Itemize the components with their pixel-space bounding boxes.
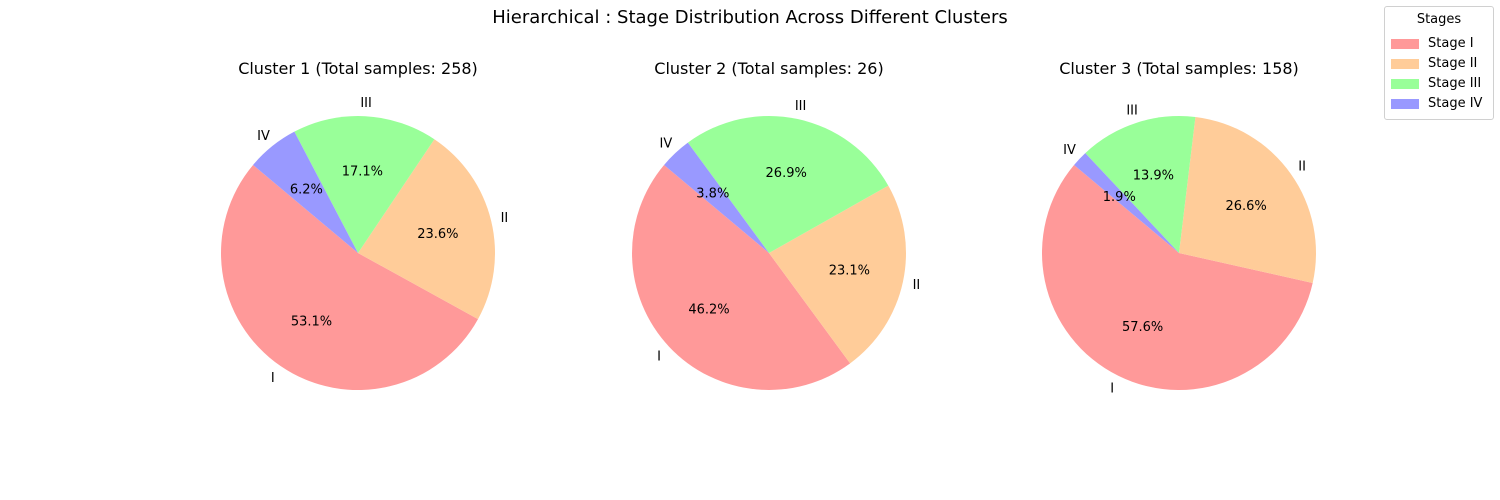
pie-slice-i	[1042, 164, 1313, 390]
pie-slice-ii	[358, 139, 496, 320]
figure-title: Hierarchical : Stage Distribution Across…	[492, 7, 1008, 28]
pie-category-label: IV	[660, 137, 673, 152]
pie-category-label: III	[795, 99, 807, 114]
pie-slice-ii	[1179, 116, 1316, 283]
pie-category-label: I	[271, 371, 275, 386]
pie-percent-label: 23.6%	[417, 227, 458, 242]
pie-percent-label: 17.1%	[342, 164, 383, 179]
pie-category-label: IV	[257, 129, 270, 144]
legend-swatch	[1391, 58, 1419, 69]
pie-chart-2: Cluster 2 (Total samples: 26) 46.2% I 23.1%…	[632, 59, 920, 390]
legend-label: Stage IV	[1428, 96, 1483, 111]
pie-percent-label: 46.2%	[688, 303, 729, 318]
pie-percent-label: 6.2%	[290, 183, 323, 198]
pie-title: Cluster 3 (Total samples: 158)	[1059, 59, 1299, 78]
pie-chart-1: Cluster 1 (Total samples: 258) 53.1% I 23.6…	[221, 59, 508, 390]
pie-percent-label: 53.1%	[291, 314, 332, 329]
pie-percent-label: 13.9%	[1133, 168, 1174, 183]
pie-percent-label: 26.6%	[1225, 199, 1266, 214]
pie-category-label: III	[360, 96, 372, 111]
pie-title: Cluster 1 (Total samples: 258)	[238, 59, 478, 78]
legend-item-stage-iii: Stage III	[1391, 75, 1481, 93]
pie-slice-i	[221, 164, 479, 390]
legend: Stages Stage I Stage II Stage III Stage …	[1384, 6, 1494, 120]
pie-category-label: I	[1110, 382, 1114, 397]
legend-swatch	[1391, 98, 1419, 109]
legend-item-stage-i: Stage I	[1391, 35, 1474, 53]
pie-slice-iii	[687, 116, 889, 253]
pie-slice-iv	[1074, 153, 1179, 253]
pie-category-label: I	[657, 350, 661, 365]
pie-percent-label: 3.8%	[696, 187, 729, 202]
pie-percent-label: 57.6%	[1122, 320, 1163, 335]
legend-swatch	[1391, 38, 1419, 49]
legend-label: Stage III	[1428, 76, 1482, 91]
pie-slice-iv	[664, 142, 769, 253]
legend-swatch	[1391, 78, 1419, 89]
legend-label: Stage II	[1428, 56, 1478, 71]
pie-title: Cluster 2 (Total samples: 26)	[654, 59, 883, 78]
pie-slice-iii	[294, 116, 435, 253]
pie-category-label: IV	[1063, 143, 1076, 158]
pie-percent-label: 26.9%	[766, 166, 807, 181]
pie-category-label: II	[1298, 160, 1306, 175]
legend-title: Stages	[1416, 12, 1462, 27]
pie-category-label: II	[913, 278, 921, 293]
pie-category-label: II	[501, 211, 509, 226]
pie-chart-3: Cluster 3 (Total samples: 158) 57.6% I 26.6…	[1042, 59, 1316, 397]
pie-slice-i	[632, 164, 851, 390]
pie-slice-iv	[253, 131, 358, 253]
pie-slice-iii	[1085, 116, 1196, 253]
pie-slice-ii	[769, 185, 906, 364]
legend-item-stage-iv: Stage IV	[1391, 95, 1482, 113]
pie-category-label: III	[1126, 103, 1138, 118]
pie-percent-label: 1.9%	[1103, 190, 1136, 205]
legend-label: Stage I	[1428, 36, 1474, 51]
legend-item-stage-ii: Stage II	[1391, 55, 1477, 73]
pie-percent-label: 23.1%	[829, 264, 870, 279]
